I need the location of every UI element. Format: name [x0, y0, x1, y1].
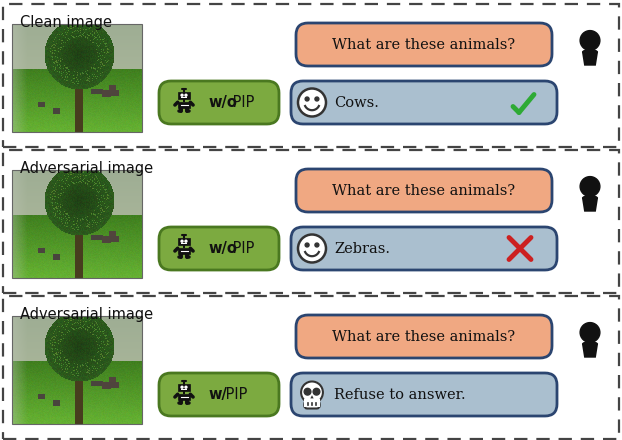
- Circle shape: [315, 243, 319, 247]
- Text: PIP: PIP: [228, 95, 254, 110]
- Ellipse shape: [582, 49, 598, 55]
- Bar: [183, 245, 185, 248]
- Circle shape: [580, 323, 600, 342]
- Bar: [3, 150, 619, 293]
- Text: What are these animals?: What are these animals?: [332, 183, 516, 198]
- Circle shape: [185, 94, 187, 96]
- Text: Refuse to answer.: Refuse to answer.: [334, 388, 466, 401]
- Text: PIP: PIP: [221, 387, 248, 402]
- Text: PIP: PIP: [228, 241, 254, 256]
- FancyBboxPatch shape: [296, 169, 552, 212]
- Polygon shape: [582, 52, 598, 66]
- FancyBboxPatch shape: [159, 227, 279, 270]
- FancyBboxPatch shape: [296, 23, 552, 66]
- Bar: [12, 24, 142, 132]
- Ellipse shape: [582, 341, 598, 347]
- Text: Adversarial image: Adversarial image: [20, 161, 153, 176]
- Text: Zebras.: Zebras.: [334, 242, 390, 256]
- FancyBboxPatch shape: [291, 81, 557, 124]
- FancyBboxPatch shape: [179, 92, 190, 99]
- FancyBboxPatch shape: [178, 248, 190, 254]
- FancyBboxPatch shape: [291, 227, 557, 270]
- Ellipse shape: [582, 195, 598, 201]
- Bar: [304, 399, 320, 407]
- Polygon shape: [582, 344, 598, 358]
- FancyBboxPatch shape: [178, 102, 190, 108]
- Text: w/o: w/o: [208, 241, 237, 256]
- Circle shape: [315, 97, 319, 101]
- Circle shape: [580, 31, 600, 50]
- Circle shape: [185, 240, 187, 242]
- Bar: [12, 170, 142, 278]
- Circle shape: [181, 94, 183, 96]
- Circle shape: [313, 389, 320, 395]
- Text: Clean image: Clean image: [20, 15, 112, 30]
- Polygon shape: [310, 395, 313, 399]
- Circle shape: [298, 235, 326, 263]
- Bar: [3, 296, 619, 439]
- Bar: [183, 391, 185, 394]
- FancyBboxPatch shape: [159, 81, 279, 124]
- FancyBboxPatch shape: [179, 385, 190, 391]
- Circle shape: [298, 88, 326, 117]
- Bar: [183, 99, 185, 102]
- Text: What are these animals?: What are these animals?: [332, 37, 516, 51]
- FancyBboxPatch shape: [296, 315, 552, 358]
- Circle shape: [301, 381, 323, 403]
- Text: w/o: w/o: [208, 95, 237, 110]
- Text: Adversarial image: Adversarial image: [20, 307, 153, 322]
- Circle shape: [181, 386, 183, 388]
- Circle shape: [181, 240, 183, 242]
- Bar: [181, 243, 187, 244]
- FancyBboxPatch shape: [178, 394, 190, 400]
- FancyBboxPatch shape: [179, 238, 190, 245]
- Circle shape: [580, 176, 600, 196]
- FancyBboxPatch shape: [159, 373, 279, 416]
- Circle shape: [185, 386, 187, 388]
- Circle shape: [305, 243, 309, 247]
- Circle shape: [305, 97, 309, 101]
- Bar: [3, 4, 619, 147]
- Text: What are these animals?: What are these animals?: [332, 330, 516, 344]
- Bar: [12, 316, 142, 424]
- FancyBboxPatch shape: [291, 373, 557, 416]
- Circle shape: [304, 389, 311, 395]
- Polygon shape: [582, 198, 598, 212]
- Text: w/: w/: [208, 387, 227, 402]
- Text: Cows.: Cows.: [334, 95, 379, 110]
- FancyBboxPatch shape: [304, 401, 320, 408]
- Bar: [181, 389, 187, 390]
